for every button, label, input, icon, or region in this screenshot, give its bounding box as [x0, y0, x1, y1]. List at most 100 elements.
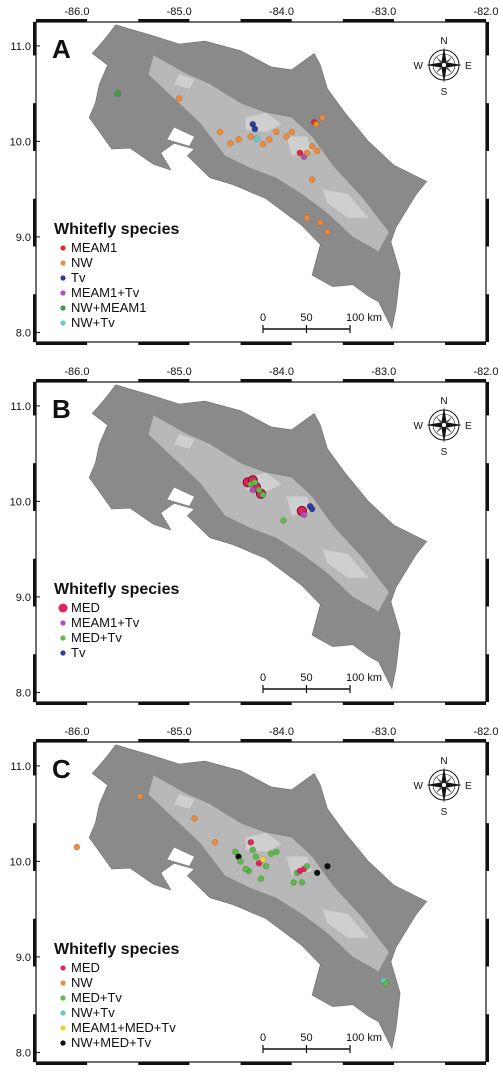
compass-w-label: W: [414, 781, 424, 792]
lon-tick-label: -85.0: [167, 726, 192, 738]
highland-peak: [245, 832, 282, 852]
compass-s-label: S: [441, 807, 448, 818]
sample-point: [259, 491, 267, 498]
map-panel-a: -86.0 -85.0 -84.0 -83.0 -82.0 11.0 10.0 9.0 8.0 A…: [0, 2, 503, 362]
highland-peak: [322, 909, 369, 938]
scale-label: 50: [300, 312, 312, 324]
legend-swatch: [60, 650, 66, 656]
scale-bar: 0 50 100 km: [260, 312, 382, 333]
legend-swatch: [60, 995, 66, 1001]
sample-point: [324, 862, 331, 870]
sample-point: [73, 843, 81, 851]
sample-point: [237, 858, 244, 865]
sample-point: [303, 149, 311, 157]
map-border: [33, 19, 489, 345]
legend-item-label: MEAM1+MED+Tv: [71, 1020, 176, 1035]
sample-point: [252, 853, 260, 860]
sample-point: [312, 120, 320, 128]
sample-point: [216, 128, 224, 136]
legend: Whitefly species MEDNWMED+TvNW+TvMEAM1+ME…: [54, 941, 179, 1050]
gulf-of-nicoya: [166, 846, 195, 867]
compass-e-label: E: [465, 61, 472, 72]
sample-point: [319, 114, 326, 121]
compass-rose-icon: N S E W: [414, 36, 472, 98]
legend-item-label: MED+Tv: [71, 630, 122, 645]
lon-tick-label: -82.0: [473, 726, 498, 738]
legend-swatch: [60, 320, 66, 326]
sample-point: [280, 517, 287, 524]
sample-point: [114, 90, 122, 97]
sample-point: [257, 875, 265, 882]
sample-point: [308, 505, 316, 513]
sample-point: [382, 980, 390, 987]
lat-tick-label: 10.0: [10, 136, 31, 148]
compass-w-label: W: [414, 61, 424, 72]
legend-swatch: [60, 965, 66, 971]
lon-tick-label: -86.0: [64, 366, 89, 378]
lat-tick-label: 8.0: [16, 327, 31, 339]
lat-tick-label: 9.0: [16, 952, 31, 964]
legend-item-label: MEAM1: [71, 240, 117, 255]
legend-swatch: [60, 260, 66, 266]
highland-peak: [174, 434, 195, 449]
sample-point: [265, 136, 273, 143]
lat-tick-label: 9.0: [16, 592, 31, 604]
sample-point: [313, 147, 321, 155]
map-svg: -86.0 -85.0 -84.0 -83.0 -82.0 11.0 10.0 9.0 8.0 C…: [10, 726, 499, 1065]
legend-item-label: MED+Tv: [71, 990, 122, 1005]
sample-point: [247, 839, 255, 846]
scale-label: 100 km: [346, 312, 382, 324]
compass-n-label: N: [440, 756, 447, 767]
legend-item-label: NW+Tv: [71, 1005, 115, 1020]
sample-point: [249, 846, 257, 854]
legend-item-label: Tv: [71, 270, 86, 285]
sample-point: [273, 128, 280, 136]
compass-n-label: N: [440, 396, 447, 407]
legend-swatch: [60, 275, 66, 281]
legend-item-label: NW: [71, 255, 93, 270]
lat-tick-label: 8.0: [16, 1047, 31, 1059]
panel-letter: C: [52, 754, 71, 784]
map-svg: -86.0 -85.0 -84.0 -83.0 -82.0 11.0 10.0 9.0 8.0 A…: [10, 6, 499, 345]
map-border: [33, 739, 489, 1065]
sample-point: [308, 142, 316, 150]
lon-tick-label: -83.0: [371, 726, 396, 738]
sample-point: [324, 228, 331, 236]
sample-point: [253, 135, 261, 142]
lon-tick-label: -85.0: [167, 6, 192, 18]
lat-tick-label: 11.0: [10, 761, 31, 773]
legend-title: Whitefly species: [54, 941, 179, 958]
lat-tick-label: 8.0: [16, 687, 31, 699]
lat-tick-label: 11.0: [10, 401, 31, 413]
compass-s-label: S: [441, 87, 448, 98]
sample-point: [259, 856, 267, 863]
map-border: [33, 379, 489, 705]
lon-tick-label: -86.0: [64, 726, 89, 738]
legend-item-label: NW+MEAM1: [71, 300, 146, 315]
sample-point: [137, 793, 144, 800]
legend-item-label: MEAM1+Tv: [71, 615, 140, 630]
costa-rica-landmass: [88, 384, 428, 690]
map-panel-b: -86.0 -85.0 -84.0 -83.0 -82.0 11.0 10.0 9.0 8.0 B…: [0, 362, 503, 722]
sample-point: [298, 879, 306, 886]
lon-tick-label: -83.0: [371, 6, 396, 18]
lon-tick-label: -86.0: [64, 6, 89, 18]
scale-label: 0: [260, 312, 266, 324]
lat-tick-label: 10.0: [10, 496, 31, 508]
legend-item-label: MEAM1+Tv: [71, 285, 140, 300]
sample-points: [242, 475, 316, 524]
sample-point: [227, 140, 234, 147]
sample-point: [273, 848, 280, 856]
compass-s-label: S: [441, 447, 448, 458]
legend-item-label: NW+MED+Tv: [71, 1035, 152, 1050]
scale-label: 0: [260, 1032, 266, 1044]
legend-title: Whitefly species: [54, 581, 179, 598]
sample-point: [283, 133, 290, 140]
lat-tick-label: 9.0: [16, 232, 31, 244]
map-svg: -86.0 -85.0 -84.0 -83.0 -82.0 11.0 10.0 9.0 8.0 B…: [10, 366, 499, 705]
sample-point: [262, 862, 270, 870]
legend-item-label: MED: [71, 600, 100, 615]
lon-tick-label: -84.0: [269, 366, 294, 378]
sample-point: [300, 511, 308, 519]
